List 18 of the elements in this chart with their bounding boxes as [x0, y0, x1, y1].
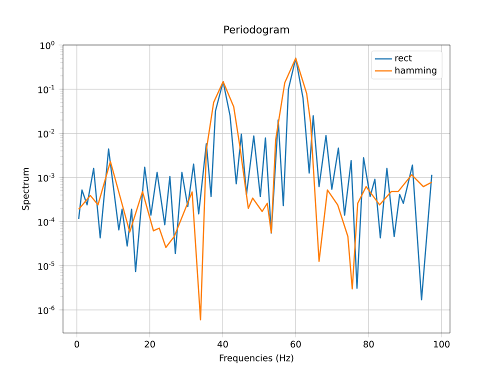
legend-label: rect	[395, 54, 412, 62]
x-tick-label: 80	[364, 340, 374, 348]
legend-label: hamming	[395, 66, 436, 76]
y-tick-label: 10$^{-4}$	[38, 217, 54, 226]
x-axis-title: Frequencies (Hz)	[220, 354, 294, 364]
x-tick-label: 0	[74, 340, 80, 348]
y-tick-label: 10$^{-2}$	[38, 129, 54, 138]
y-tick-label: 10$^{-5}$	[38, 262, 54, 270]
x-tick-label: 20	[144, 340, 155, 348]
y-tick-label: 10$^{0}$	[40, 40, 54, 50]
y-tick-label: 10$^{-3}$	[38, 173, 54, 182]
x-tick-label: 100	[434, 340, 450, 348]
y-axis-title: Spectrum	[22, 168, 31, 210]
y-tick-label: 10$^{-6}$	[38, 306, 54, 314]
x-tick-label: 40	[217, 340, 228, 348]
y-tick-label: 10$^{-1}$	[38, 85, 54, 94]
x-tick-label: 60	[290, 340, 301, 348]
chart-title: Periodogram	[224, 25, 289, 36]
